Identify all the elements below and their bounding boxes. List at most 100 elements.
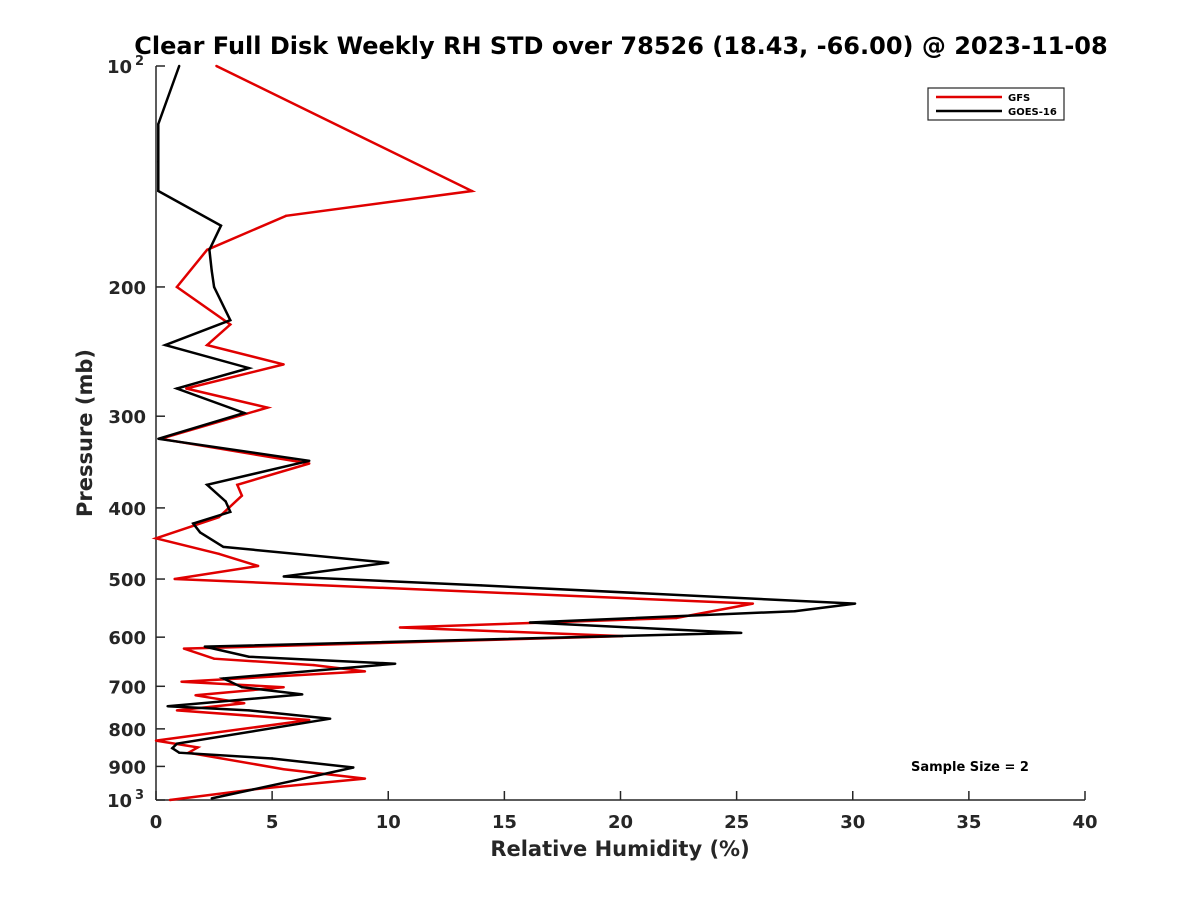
data-point-gfs	[312, 663, 316, 667]
legend-label-goes16: GOES-16	[1008, 107, 1057, 118]
data-point-gfs	[282, 686, 285, 689]
x-tick-label: 40	[1072, 812, 1097, 833]
x-tick-label: 10	[376, 812, 401, 833]
data-point-goes16	[171, 747, 174, 750]
x-tick-label: 5	[266, 812, 279, 833]
data-point-goes16	[224, 500, 227, 503]
data-point-gfs	[363, 670, 367, 673]
y-tick-label: 700	[108, 677, 146, 698]
data-point-goes16	[166, 705, 169, 708]
data-point-gfs	[308, 462, 311, 465]
series-layer	[151, 64, 857, 802]
data-point-gfs	[154, 739, 158, 742]
legend-box	[927, 87, 1065, 121]
sample-size-annotation: Sample Size = 2	[911, 760, 1029, 775]
data-point-goes16	[528, 621, 532, 624]
data-point-goes16	[164, 343, 167, 347]
data-point-gfs	[363, 777, 367, 780]
y-tick-label: 10	[107, 791, 132, 812]
x-tick-label: 0	[150, 812, 163, 833]
data-point-gfs	[205, 248, 209, 251]
data-point-gfs	[243, 702, 246, 705]
data-point-gfs	[180, 680, 183, 683]
data-point-goes16	[210, 797, 213, 800]
data-point-gfs	[173, 577, 176, 581]
data-point-gfs	[282, 768, 285, 771]
series-line-goes16	[157, 65, 856, 800]
data-point-goes16	[352, 766, 355, 769]
data-point-gfs	[257, 564, 260, 568]
data-point-goes16	[192, 522, 195, 525]
data-point-gfs	[751, 602, 755, 605]
data-point-goes16	[308, 459, 311, 462]
data-point-goes16	[222, 677, 225, 680]
data-point-goes16	[208, 248, 211, 251]
data-point-gfs	[182, 647, 186, 650]
x-tick-label: 15	[492, 812, 517, 833]
y-tick-label: 800	[108, 720, 146, 741]
data-point-goes16	[247, 655, 251, 658]
x-tick-label: 25	[724, 812, 749, 833]
data-point-gfs	[282, 363, 285, 366]
data-point-goes16	[175, 742, 179, 745]
data-point-gfs	[205, 343, 209, 347]
data-point-gfs	[217, 552, 220, 555]
data-point-gfs	[154, 537, 158, 540]
data-point-goes16	[394, 662, 397, 665]
x-axis-label: Relative Humidity (%)	[490, 837, 749, 861]
data-point-gfs	[175, 709, 179, 712]
legend-label-gfs: GFS	[1008, 93, 1030, 104]
data-point-goes16	[243, 411, 246, 415]
data-point-gfs	[215, 64, 218, 68]
data-point-gfs	[168, 798, 172, 802]
data-point-gfs	[229, 323, 232, 326]
data-point-goes16	[178, 751, 181, 754]
y-tick-exponent: 2	[135, 54, 144, 69]
data-point-goes16	[329, 717, 332, 720]
y-tick-base: 10	[107, 57, 132, 78]
chart-title: Clear Full Disk Weekly RH STD over 78526…	[134, 32, 1107, 60]
data-point-gfs	[196, 746, 199, 749]
legend: GFS GOES-16	[927, 87, 1065, 121]
data-point-goes16	[479, 584, 483, 587]
y-axis-label: Pressure (mb)	[73, 349, 97, 517]
data-point-goes16	[219, 224, 223, 227]
data-point-goes16	[157, 122, 160, 126]
data-point-goes16	[247, 366, 251, 370]
y-tick-label: 300	[108, 407, 146, 428]
x-tick-label: 30	[840, 812, 865, 833]
data-point-goes16	[222, 545, 225, 549]
y-tick-label: 200	[108, 278, 146, 299]
data-point-goes16	[270, 757, 274, 760]
y-tick-exponent: 3	[135, 788, 144, 803]
data-point-gfs	[175, 285, 179, 289]
data-point-goes16	[203, 645, 206, 648]
axes-background	[156, 66, 1085, 800]
data-point-goes16	[157, 189, 160, 193]
data-point-goes16	[212, 285, 216, 289]
data-point-goes16	[247, 709, 251, 712]
data-point-goes16	[387, 561, 390, 564]
data-point-gfs	[194, 694, 197, 697]
x-tick-label: 35	[956, 812, 981, 833]
data-point-goes16	[178, 64, 181, 68]
data-point-goes16	[294, 779, 297, 782]
data-point-goes16	[210, 269, 213, 272]
y-tick-label: 400	[108, 499, 146, 520]
series-line-gfs	[151, 64, 754, 802]
data-point-goes16	[157, 160, 160, 163]
data-point-goes16	[229, 319, 232, 322]
data-point-gfs	[308, 718, 311, 722]
data-point-gfs	[212, 657, 216, 660]
data-point-goes16	[205, 483, 209, 486]
data-point-goes16	[198, 531, 202, 534]
data-point-gfs	[240, 494, 244, 497]
data-point-gfs	[398, 626, 402, 629]
x-axis-ticks: 0 5 10 15 20 25 30 35 40	[150, 791, 1098, 833]
data-point-goes16	[793, 610, 796, 613]
data-point-goes16	[740, 631, 743, 635]
y-tick-label: 10	[107, 57, 132, 78]
data-point-gfs	[470, 189, 474, 193]
data-point-goes16	[157, 437, 160, 440]
